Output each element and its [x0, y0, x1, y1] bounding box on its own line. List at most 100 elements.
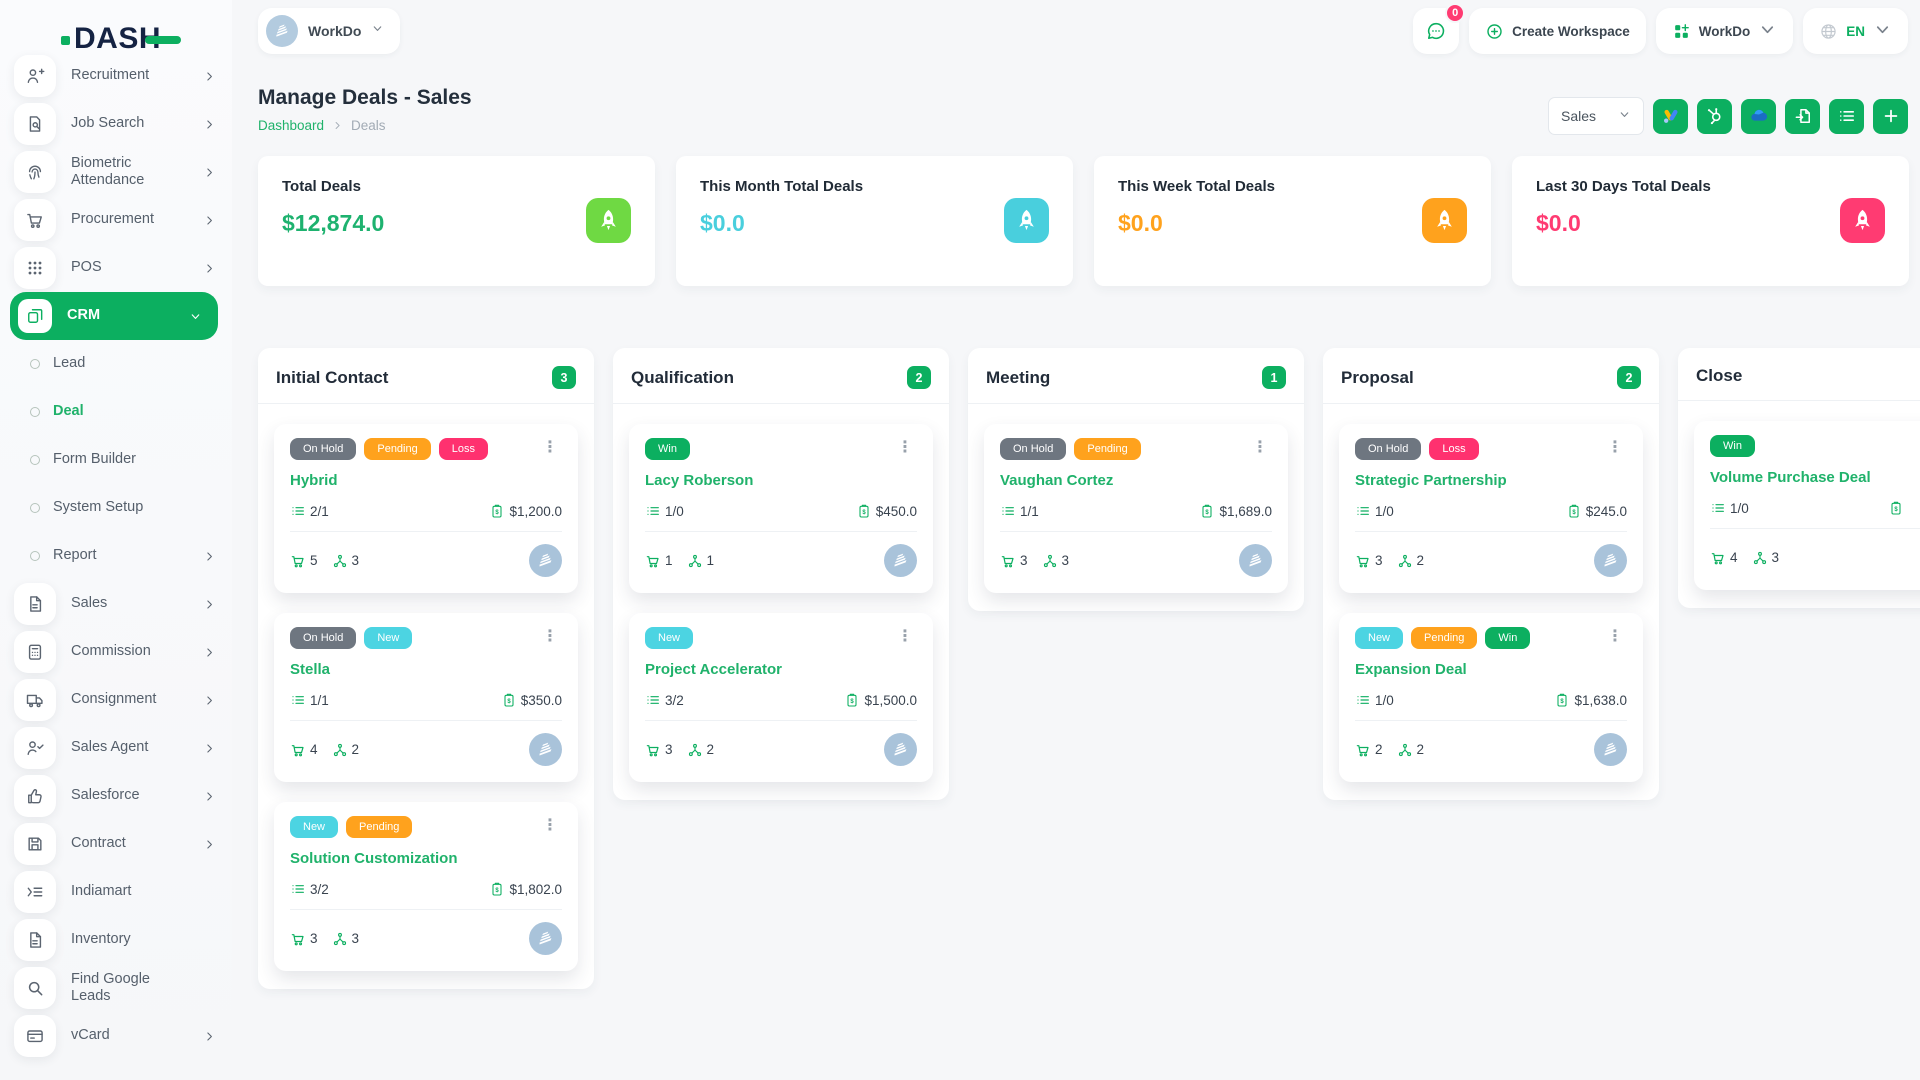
- deal-title-link[interactable]: Expansion Deal: [1355, 661, 1467, 678]
- divider: [645, 531, 917, 532]
- workdo-apps-dropdown[interactable]: WorkDo: [1655, 8, 1794, 54]
- deal-products-count: 5: [310, 553, 318, 568]
- sidebar-item-pos[interactable]: POS: [0, 244, 232, 292]
- deal-card[interactable]: New ⋮ Project Accelerator 3/2 $ $1,500.0 3 2: [629, 613, 933, 782]
- list-view-button[interactable]: [1829, 98, 1864, 134]
- deal-title-link[interactable]: Vaughan Cortez: [1000, 472, 1114, 489]
- sidebar-item-vcard[interactable]: vCard: [0, 1012, 232, 1060]
- sidebar-item-commission[interactable]: Commission: [0, 628, 232, 676]
- users-icon: [1752, 550, 1768, 566]
- divider: [1710, 528, 1920, 529]
- sidebar-item-system-setup[interactable]: System Setup: [0, 484, 232, 532]
- deal-title-link[interactable]: Volume Purchase Deal: [1710, 469, 1871, 486]
- deal-card[interactable]: On Hold Pending ⋮ Vaughan Cortez 1/1 $ $1,689.…: [984, 424, 1288, 593]
- svg-text:$: $: [1561, 699, 1565, 705]
- divider: [645, 720, 917, 721]
- brand-logo[interactable]: DASH: [60, 22, 182, 56]
- kebab-menu-icon[interactable]: ⋮: [897, 439, 913, 456]
- divider: [1355, 531, 1627, 532]
- sidebar-item-label: Form Builder: [53, 451, 136, 468]
- deal-title-link[interactable]: Hybrid: [290, 472, 338, 489]
- google-ads-button[interactable]: [1653, 98, 1688, 134]
- deal-title-link[interactable]: Solution Customization: [290, 850, 458, 867]
- kanban-column-proposal: Proposal 2 On Hold Loss ⋮ Strategic Partnersh…: [1323, 348, 1659, 800]
- circle-icon: [30, 503, 40, 513]
- workspace-switcher[interactable]: WorkDo: [258, 8, 401, 54]
- deal-title-link[interactable]: Strategic Partnership: [1355, 472, 1507, 489]
- hubspot-icon: [1705, 106, 1725, 126]
- sidebar-item-label: System Setup: [53, 499, 144, 516]
- messages-button[interactable]: 0: [1413, 3, 1466, 54]
- users-icon: [332, 742, 348, 758]
- chevron-right-icon: [203, 790, 216, 803]
- kanban-column-meeting: Meeting 1 On Hold Pending ⋮ Vaughan Cortez 1/1…: [968, 348, 1304, 611]
- hubspot-button[interactable]: [1697, 98, 1732, 134]
- create-workspace-button[interactable]: Create Workspace: [1469, 8, 1646, 54]
- deal-card[interactable]: On Hold Pending Loss ⋮ Hybrid 2/1 $ $1,200.0 5 3: [274, 424, 578, 593]
- kebab-menu-icon[interactable]: ⋮: [1607, 439, 1623, 456]
- sidebar-item-contract[interactable]: Contract: [0, 820, 232, 868]
- deal-tasks-count: 1/0: [1375, 503, 1394, 519]
- deal-title-link[interactable]: Stella: [290, 661, 331, 678]
- create-workspace-label: Create Workspace: [1512, 23, 1630, 39]
- stat-card-label: Total Deals: [282, 178, 361, 195]
- avatar: [1594, 544, 1627, 577]
- logo-accent-bar: [145, 36, 182, 44]
- sidebar-item-crm[interactable]: CRM: [10, 292, 218, 340]
- deal-tasks-count: 1/0: [665, 503, 684, 519]
- money-icon: $: [1199, 503, 1215, 519]
- sidebar-item-deal[interactable]: Deal: [0, 388, 232, 436]
- sidebar-item-recruitment[interactable]: Recruitment: [0, 52, 232, 100]
- kebab-menu-icon[interactable]: ⋮: [1252, 439, 1268, 456]
- deal-title-link[interactable]: Project Accelerator: [645, 661, 783, 678]
- sidebar-item-form-builder[interactable]: Form Builder: [0, 436, 232, 484]
- breadcrumb-dashboard-link[interactable]: Dashboard: [258, 118, 325, 133]
- deal-card[interactable]: Win ⋮ Lacy Roberson 1/0 $ $450.0 1 1: [629, 424, 933, 593]
- deal-card[interactable]: New Pending ⋮ Solution Customization 3/2 $ $1,…: [274, 802, 578, 971]
- sidebar-item-salesforce[interactable]: Salesforce: [0, 772, 232, 820]
- sidebar-item-procurement[interactable]: Procurement: [0, 196, 232, 244]
- onedrive-button[interactable]: [1741, 98, 1776, 134]
- rocket-icon: [1840, 198, 1885, 243]
- column-count-badge: 3: [552, 366, 576, 389]
- chevron-right-icon: [332, 120, 343, 131]
- rocket-icon: [1422, 198, 1467, 243]
- person-check-icon: [14, 727, 56, 769]
- pipeline-select[interactable]: Sales: [1548, 97, 1644, 135]
- kebab-menu-icon[interactable]: ⋮: [542, 628, 558, 645]
- sidebar-item-label: Commission: [71, 643, 151, 660]
- avatar: [1594, 733, 1627, 766]
- divider: [290, 909, 562, 910]
- kebab-menu-icon[interactable]: ⋮: [542, 817, 558, 834]
- list-icon: [1837, 106, 1857, 126]
- deal-card[interactable]: On Hold New ⋮ Stella 1/1 $ $350.0 4 2: [274, 613, 578, 782]
- add-deal-button[interactable]: [1873, 98, 1908, 134]
- sidebar-item-inventory[interactable]: Inventory: [0, 916, 232, 964]
- deal-title-link[interactable]: Lacy Roberson: [645, 472, 754, 489]
- deal-card[interactable]: New Pending Win ⋮ Expansion Deal 1/0 $ $1,638.0…: [1339, 613, 1643, 782]
- sidebar-item-sales[interactable]: Sales: [0, 580, 232, 628]
- chevron-right-icon: [203, 118, 216, 131]
- sidebar-item-report[interactable]: Report: [0, 532, 232, 580]
- workspace-avatar: [266, 15, 298, 47]
- users-icon: [1397, 742, 1413, 758]
- kebab-menu-icon[interactable]: ⋮: [1607, 628, 1623, 645]
- deal-card[interactable]: On Hold Loss ⋮ Strategic Partnership 1/0 $ $24…: [1339, 424, 1643, 593]
- sidebar-item-indiamart[interactable]: Indiamart: [0, 868, 232, 916]
- sidebar-item-lead[interactable]: Lead: [0, 340, 232, 388]
- kebab-menu-icon[interactable]: ⋮: [897, 628, 913, 645]
- kebab-menu-icon[interactable]: ⋮: [542, 439, 558, 456]
- sidebar-item-find-google-leads[interactable]: Find Google Leads: [0, 964, 232, 1012]
- export-button[interactable]: [1785, 98, 1820, 134]
- sidebar-item-sales-agent[interactable]: Sales Agent: [0, 724, 232, 772]
- language-dropdown[interactable]: EN: [1803, 8, 1908, 54]
- stat-card-label: This Month Total Deals: [700, 178, 864, 195]
- stat-card-label: This Week Total Deals: [1118, 178, 1275, 195]
- file-icon: [14, 583, 56, 625]
- sidebar-item-biometric-attendance[interactable]: Biometric Attendance: [0, 148, 232, 196]
- sidebar-item-label: Salesforce: [71, 787, 140, 804]
- sidebar-item-job-search[interactable]: Job Search: [0, 100, 232, 148]
- sidebar-item-consignment[interactable]: Consignment: [0, 676, 232, 724]
